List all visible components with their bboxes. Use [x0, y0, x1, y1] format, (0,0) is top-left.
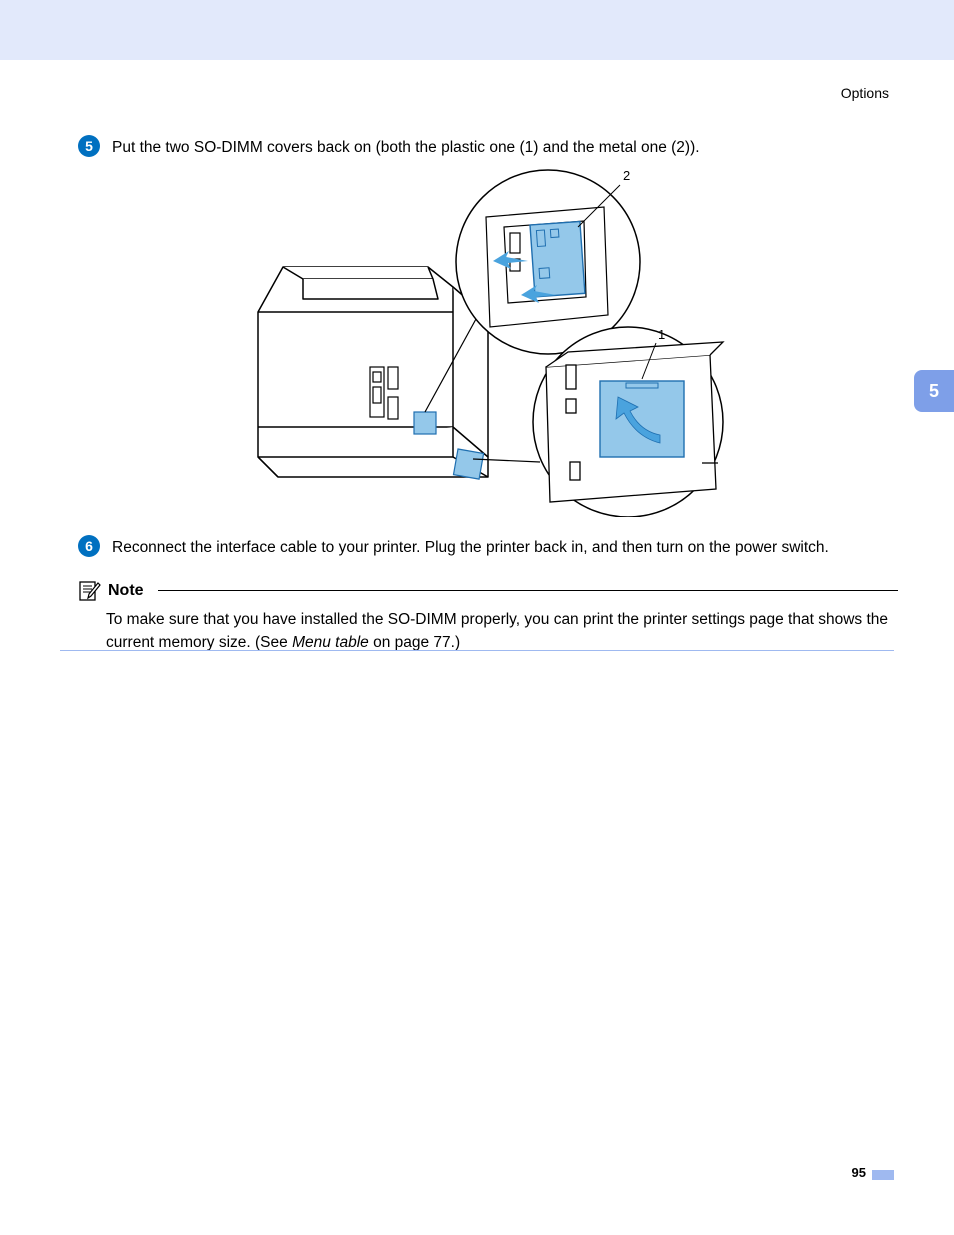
note-body-suffix: on page 77.) — [369, 634, 460, 651]
step-text: Reconnect the interface cable to your pr… — [112, 535, 829, 559]
step-bullet: 5 — [78, 135, 100, 157]
diagram-container: 2 1 — [78, 167, 898, 517]
chapter-side-tab: 5 — [914, 370, 954, 412]
note-body-italic: Menu table — [292, 634, 369, 651]
note-body: To make sure that you have installed the… — [78, 608, 898, 655]
chapter-number: 5 — [929, 381, 939, 402]
page-number-bar — [872, 1170, 894, 1180]
note-icon — [78, 580, 102, 602]
step-text: Put the two SO-DIMM covers back on (both… — [112, 135, 700, 159]
note-label: Note — [108, 582, 144, 600]
section-header: Options — [841, 85, 889, 101]
section-bottom-rule — [60, 650, 894, 651]
note-block: Note To make sure that you have installe… — [78, 580, 898, 655]
instruction-step: 5 Put the two SO-DIMM covers back on (bo… — [78, 135, 898, 159]
callout-label-1: 1 — [658, 327, 665, 342]
page-content: 5 Put the two SO-DIMM covers back on (bo… — [78, 135, 898, 654]
printer-diagram: 2 1 — [228, 167, 748, 517]
step-bullet: 6 — [78, 535, 100, 557]
instruction-step: 6 Reconnect the interface cable to your … — [78, 535, 898, 559]
step-number: 6 — [85, 538, 93, 554]
top-banner — [0, 0, 954, 60]
note-body-prefix: To make sure that you have installed the… — [106, 611, 888, 651]
page-number: 95 — [852, 1165, 866, 1180]
callout-label-2: 2 — [623, 168, 630, 183]
note-rule — [158, 590, 898, 591]
step-number: 5 — [85, 138, 93, 154]
note-header: Note — [78, 580, 898, 602]
